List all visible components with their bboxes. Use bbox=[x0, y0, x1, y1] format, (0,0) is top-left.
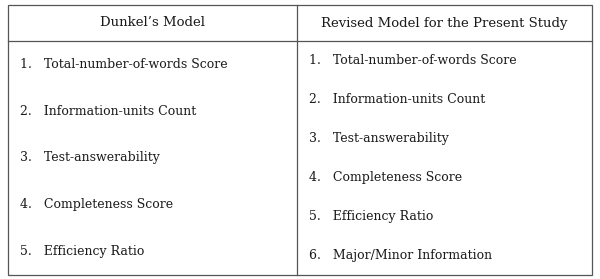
Text: 2.   Information-units Count: 2. Information-units Count bbox=[309, 93, 485, 106]
Text: 3.   Test-answerability: 3. Test-answerability bbox=[309, 132, 449, 145]
Text: 4.   Completeness Score: 4. Completeness Score bbox=[309, 171, 462, 184]
Text: 1.   Total-number-of-words Score: 1. Total-number-of-words Score bbox=[20, 58, 227, 71]
Text: Dunkel’s Model: Dunkel’s Model bbox=[100, 16, 205, 30]
Text: 1.   Total-number-of-words Score: 1. Total-number-of-words Score bbox=[309, 54, 517, 67]
Text: 6.   Major/Minor Information: 6. Major/Minor Information bbox=[309, 249, 492, 262]
Text: 5.   Efficiency Ratio: 5. Efficiency Ratio bbox=[20, 245, 145, 258]
Text: 4.   Completeness Score: 4. Completeness Score bbox=[20, 198, 173, 211]
Text: 5.   Efficiency Ratio: 5. Efficiency Ratio bbox=[309, 210, 433, 223]
Text: 3.   Test-answerability: 3. Test-answerability bbox=[20, 151, 160, 165]
Text: 2.   Information-units Count: 2. Information-units Count bbox=[20, 105, 196, 118]
Text: Revised Model for the Present Study: Revised Model for the Present Study bbox=[321, 16, 568, 30]
